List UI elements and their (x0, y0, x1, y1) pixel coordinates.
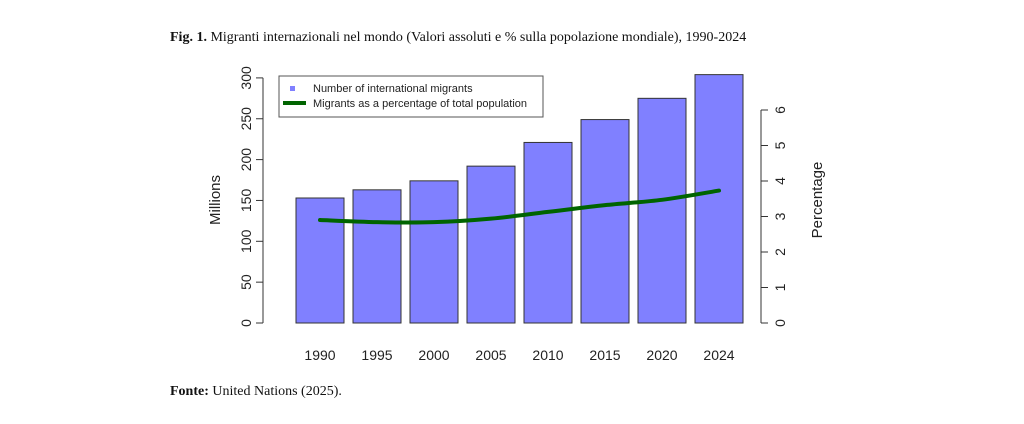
bar-1995 (352, 189, 402, 324)
bar-2005 (466, 165, 516, 324)
source-label: Fonte: (170, 384, 209, 399)
x-tick-label: 1990 (304, 347, 335, 363)
figure-source: Fonte: United Nations (2025). (170, 384, 342, 400)
x-tick-label: 2015 (589, 347, 620, 363)
right-tick-label: 2 (772, 248, 788, 256)
left-tick-label: 100 (238, 229, 254, 253)
y2-axis-label: Percentage (809, 162, 826, 239)
left-tick-label: 50 (238, 274, 254, 290)
source-text: United Nations (2025). (212, 384, 342, 399)
right-tick-label: 5 (772, 141, 788, 149)
x-tick-label: 2010 (532, 347, 563, 363)
line-layer (318, 188, 721, 225)
percentage-line (318, 188, 721, 225)
x-tick-label: 2000 (418, 347, 449, 363)
x-tick-label: 2020 (646, 347, 677, 363)
legend-box (278, 75, 544, 118)
right-axis: 0 1 2 3 4 5 6 (760, 106, 788, 327)
left-tick-label: 250 (238, 107, 254, 131)
x-tick-label: 2005 (475, 347, 506, 363)
right-tick-label: 3 (772, 212, 788, 220)
x-tick-label: 1995 (361, 347, 392, 363)
x-axis: 1990 1995 2000 2005 2010 2015 2020 2024 (304, 347, 734, 363)
right-tick-label: 0 (772, 319, 788, 327)
bars-group (295, 74, 744, 324)
bar-2010 (523, 141, 573, 324)
caption-label: Fig. 1. (170, 30, 207, 45)
left-tick-label: 300 (238, 66, 254, 90)
bar-2015 (580, 119, 630, 324)
caption-text: Migranti internazionali nel mondo (Valor… (210, 30, 747, 45)
left-axis: 0 50 100 150 200 250 300 (238, 66, 264, 327)
left-tick-label: 200 (238, 148, 254, 172)
right-tick-label: 1 (772, 283, 788, 291)
bar-2000 (409, 180, 459, 324)
y-axis-label: Millions (207, 175, 224, 225)
right-tick-label: 6 (772, 106, 788, 114)
legend: Number of international migrants Migrant… (278, 75, 544, 118)
right-tick-label: 4 (772, 177, 788, 185)
bar-1990 (295, 197, 345, 324)
bar-2020 (637, 97, 687, 324)
legend-label-bars: Number of international migrants (313, 83, 473, 95)
figure-caption: Fig. 1. Migranti internazionali nel mond… (170, 30, 746, 46)
legend-swatch-bars (290, 86, 295, 91)
left-tick-label: 0 (238, 319, 254, 327)
left-tick-label: 150 (238, 189, 254, 213)
bar-2024 (694, 74, 744, 324)
x-tick-label: 2024 (703, 347, 734, 363)
legend-label-line: Migrants as a percentage of total popula… (313, 98, 527, 110)
